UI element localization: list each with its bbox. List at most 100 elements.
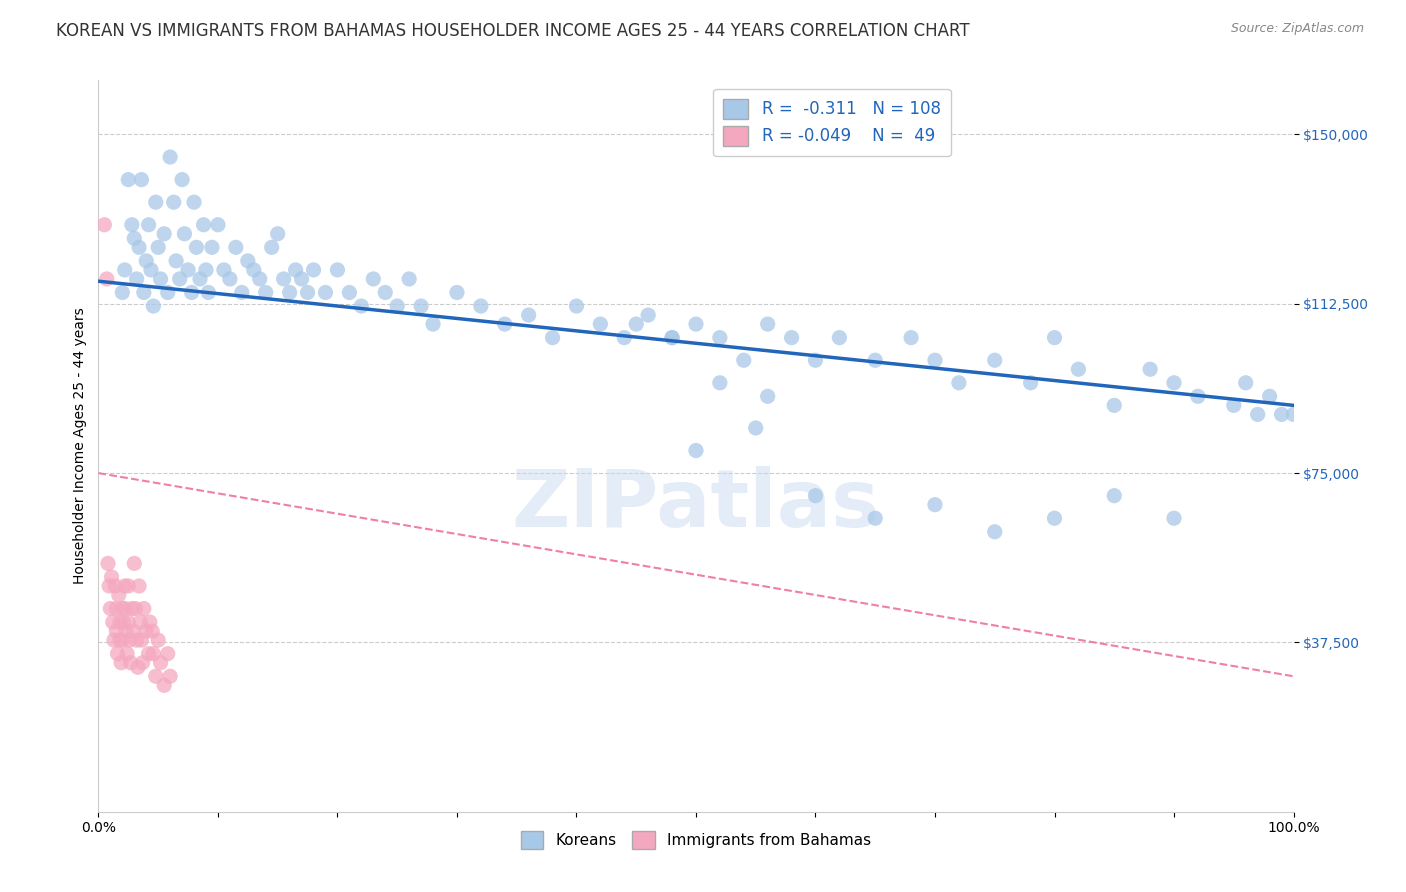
Point (745, 421, 768, 435)
Point (121, 218, 143, 232)
Point (107, 647, 129, 661)
Point (142, 647, 165, 661)
Point (172, 172, 194, 186)
Point (350, 299, 373, 313)
Point (446, 285, 468, 300)
Point (117, 615, 139, 629)
Point (156, 285, 179, 300)
Point (188, 272, 211, 286)
Point (1043, 511, 1066, 525)
Y-axis label: Householder Income Ages 25 - 44 years: Householder Income Ages 25 - 44 years (73, 308, 87, 584)
Point (142, 299, 165, 313)
Point (291, 272, 314, 286)
Point (149, 656, 172, 670)
Point (236, 253, 259, 268)
Point (153, 227, 176, 241)
Point (132, 285, 155, 300)
Point (195, 263, 218, 277)
Point (135, 624, 157, 639)
Point (326, 263, 349, 277)
Point (145, 195, 167, 210)
Point (121, 601, 143, 615)
Point (1223, 398, 1246, 412)
Point (411, 299, 433, 313)
Point (96, 272, 118, 286)
Point (1258, 389, 1281, 403)
Point (1104, 398, 1126, 412)
Point (804, 489, 827, 503)
Point (125, 633, 148, 648)
Point (1271, 408, 1294, 422)
Text: ZIPatlas: ZIPatlas (512, 466, 880, 543)
Point (422, 317, 444, 331)
Point (948, 376, 970, 390)
Point (141, 624, 163, 639)
Point (111, 633, 134, 648)
Point (339, 285, 361, 300)
Point (153, 678, 176, 692)
Point (685, 317, 707, 331)
Point (132, 601, 155, 615)
Point (149, 272, 172, 286)
Point (278, 285, 301, 300)
Point (129, 615, 152, 629)
Point (865, 353, 887, 368)
Point (517, 308, 540, 322)
Legend: Koreans, Immigrants from Bahamas: Koreans, Immigrants from Bahamas (515, 824, 877, 855)
Point (254, 285, 277, 300)
Text: KOREAN VS IMMIGRANTS FROM BAHAMAS HOUSEHOLDER INCOME AGES 25 - 44 YEARS CORRELAT: KOREAN VS IMMIGRANTS FROM BAHAMAS HOUSEH… (56, 22, 970, 40)
Point (1067, 362, 1090, 376)
Point (363, 272, 385, 286)
Point (148, 633, 170, 648)
Point (470, 299, 492, 313)
Point (128, 579, 150, 593)
Point (114, 601, 136, 615)
Point (139, 615, 162, 629)
Point (110, 656, 132, 670)
Point (169, 272, 191, 286)
Point (249, 272, 271, 286)
Point (98, 601, 122, 615)
Point (127, 660, 149, 674)
Point (398, 272, 420, 286)
Point (159, 150, 181, 164)
Point (131, 633, 153, 648)
Point (104, 579, 127, 593)
Point (661, 331, 683, 345)
Point (756, 389, 779, 403)
Point (865, 511, 887, 525)
Point (374, 285, 396, 300)
Point (1282, 408, 1305, 422)
Point (97, 557, 120, 571)
Point (565, 299, 588, 313)
Point (984, 353, 1007, 368)
Point (231, 285, 253, 300)
Point (225, 240, 247, 254)
Point (219, 272, 242, 286)
Point (1187, 389, 1209, 403)
Point (111, 601, 134, 615)
Point (165, 253, 187, 268)
Point (112, 615, 135, 629)
Point (114, 263, 136, 277)
Point (924, 353, 946, 368)
Point (186, 240, 208, 254)
Point (105, 601, 128, 615)
Point (243, 263, 266, 277)
Point (900, 331, 922, 345)
Point (117, 579, 139, 593)
Point (124, 601, 146, 615)
Point (197, 285, 219, 300)
Point (1163, 511, 1185, 525)
Point (267, 227, 290, 241)
Point (661, 331, 683, 345)
Point (131, 172, 153, 186)
Point (117, 172, 139, 186)
Point (131, 656, 153, 670)
Point (637, 308, 659, 322)
Point (1043, 331, 1066, 345)
Point (101, 615, 124, 629)
Point (1234, 376, 1257, 390)
Point (828, 331, 851, 345)
Point (685, 443, 707, 458)
